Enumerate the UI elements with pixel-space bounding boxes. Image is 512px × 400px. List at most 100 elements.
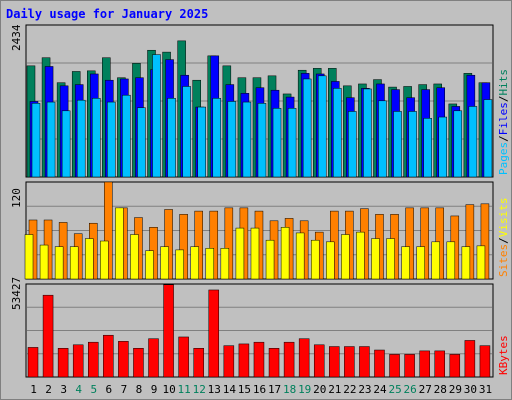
bar-kbytes-day-19	[298, 338, 310, 378]
x-tick-day-8: 8	[136, 383, 143, 396]
bar-sites-day-28	[431, 241, 440, 280]
bar-kbytes-day-3	[57, 348, 69, 378]
bar-sites-day-5	[85, 238, 94, 280]
bar-sites-day-18	[280, 227, 290, 280]
bar-pages-day-12	[197, 106, 206, 178]
bar-kbytes-day-30	[464, 340, 476, 378]
x-tick-day-12: 12	[193, 383, 206, 396]
bar-pages-day-27	[423, 118, 432, 178]
bar-sites-day-22	[341, 234, 350, 280]
bar-sites-day-11	[175, 249, 184, 280]
bar-sites-day-31	[476, 245, 486, 280]
x-tick-day-3: 3	[60, 383, 67, 396]
bar-kbytes-day-6	[103, 334, 114, 378]
bar-kbytes-day-31	[479, 345, 491, 378]
bar-pages-day-17	[272, 108, 282, 178]
bar-pages-day-10	[167, 98, 176, 178]
x-tick-day-18: 18	[283, 383, 296, 396]
x-tick-day-24: 24	[373, 383, 387, 396]
bar-sites-day-9	[145, 250, 154, 280]
bar-kbytes-day-15	[238, 343, 250, 378]
bar-kbytes-day-27	[419, 350, 430, 378]
bar-pages-day-29	[453, 110, 463, 178]
bar-kbytes-day-24	[374, 349, 385, 378]
x-tick-day-5: 5	[90, 383, 97, 396]
bar-pages-day-9	[152, 54, 161, 178]
bar-pages-day-6	[107, 101, 116, 178]
legend-visits: Sites/Visits	[497, 198, 510, 278]
bar-pages-day-30	[468, 106, 478, 178]
bar-kbytes-day-13	[208, 289, 220, 378]
x-tick-day-19: 19	[298, 383, 311, 396]
bar-pages-day-19	[302, 78, 312, 178]
bar-sites-day-16	[250, 227, 260, 280]
bar-pages-day-23	[363, 88, 372, 178]
bar-pages-day-1	[31, 103, 41, 178]
bar-pages-day-18	[287, 108, 297, 178]
x-tick-day-1: 1	[30, 383, 37, 396]
bar-sites-day-8	[130, 234, 139, 280]
bar-pages-day-26	[408, 111, 417, 178]
x-tick-day-22: 22	[343, 383, 356, 396]
bar-sites-day-21	[326, 241, 335, 280]
bar-kbytes-day-28	[434, 350, 445, 378]
chart-title: Daily usage for January 2025	[6, 7, 208, 21]
bar-kbytes-day-23	[359, 346, 370, 378]
x-tick-day-28: 28	[434, 383, 447, 396]
bar-sites-day-24	[371, 238, 380, 280]
bar-sites-day-14	[220, 248, 230, 280]
bar-kbytes-day-16	[253, 341, 265, 378]
bar-kbytes-day-18	[283, 341, 295, 378]
x-tick-day-26: 26	[404, 383, 417, 396]
x-tick-day-15: 15	[238, 383, 251, 396]
bar-pages-day-5	[92, 98, 101, 178]
bar-kbytes-day-7	[118, 341, 129, 378]
legend-entry-hits-3: /	[497, 96, 510, 103]
legend-entry-visits-1: /	[497, 237, 510, 244]
x-tick-day-27: 27	[419, 383, 432, 396]
bar-kbytes-day-17	[268, 348, 280, 378]
bar-pages-day-31	[483, 99, 493, 178]
bar-pages-day-25	[393, 111, 402, 178]
bar-sites-day-30	[461, 246, 471, 280]
bar-sites-day-2	[39, 244, 49, 280]
legend-entry-kbytes-0: KBytes	[497, 335, 510, 375]
x-tick-day-16: 16	[253, 383, 266, 396]
bar-pages-day-11	[182, 86, 191, 178]
bar-pages-day-3	[61, 110, 71, 178]
max-label-visits: 120	[10, 188, 23, 208]
bar-kbytes-day-8	[133, 348, 144, 378]
bar-pages-day-20	[317, 75, 327, 178]
bar-pages-day-14	[227, 101, 237, 178]
legend-hits: Pages/Files/Hits	[497, 69, 510, 175]
x-tick-day-25: 25	[388, 383, 401, 396]
bar-kbytes-day-25	[389, 354, 400, 378]
x-tick-day-31: 31	[479, 383, 492, 396]
bar-kbytes-day-14	[223, 345, 235, 378]
x-tick-day-14: 14	[223, 383, 237, 396]
bar-kbytes-day-12	[193, 348, 204, 378]
bar-kbytes-day-9	[148, 338, 159, 378]
bar-sites-day-4	[69, 246, 79, 280]
x-tick-day-29: 29	[449, 383, 462, 396]
bar-pages-day-4	[76, 99, 86, 178]
bar-sites-day-25	[386, 238, 395, 280]
legend-entry-hits-2: Files	[497, 102, 510, 135]
bar-pages-day-8	[137, 107, 146, 178]
bar-sites-day-17	[265, 239, 275, 280]
x-tick-day-6: 6	[106, 383, 113, 396]
x-tick-day-9: 9	[151, 383, 158, 396]
bar-pages-day-13	[212, 98, 222, 178]
bar-kbytes-day-2	[42, 294, 54, 378]
x-tick-day-4: 4	[75, 383, 82, 396]
x-tick-day-13: 13	[208, 383, 221, 396]
bar-sites-day-23	[356, 231, 365, 280]
bar-sites-day-6	[100, 240, 109, 280]
x-tick-day-11: 11	[178, 383, 191, 396]
max-label-hits: 2434	[10, 24, 23, 51]
legend-entry-hits-0: Pages	[497, 142, 510, 175]
bar-kbytes-day-4	[72, 344, 84, 378]
bar-kbytes-day-22	[344, 346, 355, 378]
bar-pages-day-7	[122, 94, 131, 178]
